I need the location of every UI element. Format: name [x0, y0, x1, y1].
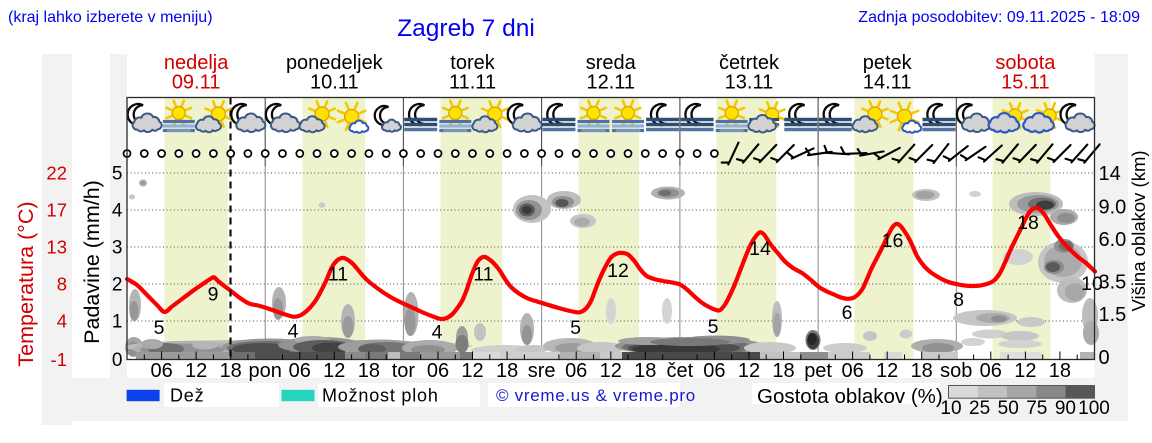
svg-text:12: 12	[1014, 360, 1036, 382]
svg-text:četrtek: četrtek	[719, 52, 780, 74]
svg-text:18: 18	[496, 360, 518, 382]
svg-text:10: 10	[1081, 273, 1103, 295]
svg-text:13.11: 13.11	[725, 72, 774, 94]
svg-text:17: 17	[46, 200, 67, 221]
svg-text:nedelja: nedelja	[164, 52, 229, 74]
svg-text:Padavine (mm/h): Padavine (mm/h)	[80, 180, 104, 344]
svg-text:0: 0	[112, 350, 123, 371]
svg-text:sobota: sobota	[995, 52, 1056, 74]
svg-text:12: 12	[876, 360, 898, 382]
svg-text:Možnost ploh: Možnost ploh	[322, 386, 439, 406]
svg-text:16: 16	[882, 230, 904, 252]
svg-text:18: 18	[220, 360, 242, 382]
svg-text:1: 1	[112, 312, 123, 333]
svg-text:1.5: 1.5	[1099, 304, 1127, 326]
svg-text:5: 5	[112, 164, 123, 185]
svg-text:4: 4	[288, 321, 299, 343]
svg-text:90: 90	[1055, 398, 1076, 419]
svg-text:pon: pon	[249, 360, 282, 382]
svg-text:06: 06	[427, 360, 449, 382]
svg-text:22: 22	[46, 163, 67, 184]
svg-text:11: 11	[473, 264, 493, 286]
svg-text:© vreme.us & vreme.pro: © vreme.us & vreme.pro	[496, 386, 696, 405]
svg-text:4: 4	[112, 201, 123, 222]
svg-text:-1: -1	[51, 349, 67, 370]
svg-text:8: 8	[953, 289, 964, 311]
svg-text:3.5: 3.5	[1099, 272, 1127, 294]
svg-text:75: 75	[1026, 398, 1047, 419]
svg-text:11.11: 11.11	[449, 72, 496, 94]
svg-text:9: 9	[208, 284, 219, 306]
svg-text:12: 12	[738, 360, 760, 382]
svg-text:18: 18	[772, 360, 794, 382]
svg-text:4: 4	[57, 311, 67, 332]
svg-text:14: 14	[749, 238, 771, 260]
svg-text:9.0: 9.0	[1099, 197, 1127, 219]
svg-text:sre: sre	[528, 360, 556, 382]
svg-text:Zadnja posodobitev: 09.11.2025: Zadnja posodobitev: 09.11.2025 - 18:09	[858, 9, 1140, 26]
svg-text:10.11: 10.11	[310, 72, 359, 94]
svg-text:12: 12	[607, 260, 629, 282]
svg-text:4: 4	[432, 322, 443, 344]
svg-text:50: 50	[998, 398, 1019, 419]
svg-text:pet: pet	[804, 360, 832, 382]
svg-text:petek: petek	[863, 52, 913, 74]
svg-text:6.0: 6.0	[1099, 229, 1127, 251]
svg-text:06: 06	[841, 360, 863, 382]
svg-text:12: 12	[185, 360, 207, 382]
svg-text:5: 5	[570, 317, 581, 339]
svg-text:12: 12	[461, 360, 483, 382]
svg-text:tor: tor	[392, 360, 416, 382]
svg-text:torek: torek	[450, 52, 495, 74]
svg-text:18: 18	[1049, 360, 1071, 382]
svg-text:Gostota oblakov (%): Gostota oblakov (%)	[757, 385, 943, 408]
svg-text:18: 18	[358, 360, 380, 382]
svg-text:(kraj lahko izberete v meniju): (kraj lahko izberete v meniju)	[8, 9, 213, 26]
svg-text:06: 06	[703, 360, 725, 382]
svg-text:Višina oblakov (km): Višina oblakov (km)	[1128, 150, 1149, 311]
svg-text:ponedeljek: ponedeljek	[286, 52, 384, 74]
svg-text:09.11: 09.11	[172, 72, 221, 94]
svg-text:06: 06	[565, 360, 587, 382]
svg-text:3: 3	[112, 238, 123, 259]
svg-text:sob: sob	[940, 360, 972, 382]
svg-text:06: 06	[980, 360, 1002, 382]
svg-text:0: 0	[1099, 347, 1110, 369]
svg-text:Zagreb 7 dni: Zagreb 7 dni	[397, 15, 535, 42]
svg-text:18: 18	[634, 360, 656, 382]
svg-text:100: 100	[1078, 398, 1110, 419]
svg-text:18: 18	[1017, 212, 1039, 234]
svg-text:12: 12	[323, 360, 345, 382]
svg-text:10: 10	[940, 398, 961, 419]
svg-text:14.11: 14.11	[863, 72, 912, 94]
svg-text:11: 11	[328, 264, 348, 286]
svg-text:06: 06	[289, 360, 311, 382]
svg-text:14: 14	[1099, 163, 1121, 185]
svg-text:5: 5	[708, 316, 719, 338]
svg-text:12: 12	[600, 360, 622, 382]
svg-text:5: 5	[154, 317, 165, 339]
svg-text:Temperatura (°C): Temperatura (°C)	[14, 201, 38, 366]
svg-text:8: 8	[57, 274, 67, 295]
svg-text:06: 06	[150, 360, 172, 382]
svg-text:sreda: sreda	[586, 52, 637, 74]
svg-text:25: 25	[969, 398, 990, 419]
svg-text:12.11: 12.11	[586, 72, 635, 94]
svg-text:13: 13	[46, 237, 67, 258]
svg-text:18: 18	[911, 360, 933, 382]
svg-text:Dež: Dež	[170, 386, 204, 406]
svg-text:2: 2	[112, 275, 123, 296]
svg-text:6: 6	[842, 302, 853, 324]
svg-text:čet: čet	[667, 360, 694, 382]
svg-text:15.11: 15.11	[1001, 72, 1050, 94]
